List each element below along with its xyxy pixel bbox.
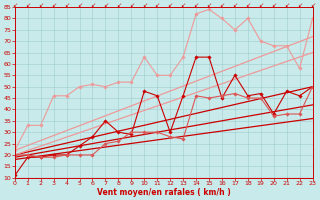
X-axis label: Vent moyen/en rafales ( km/h ): Vent moyen/en rafales ( km/h ) xyxy=(97,188,230,197)
